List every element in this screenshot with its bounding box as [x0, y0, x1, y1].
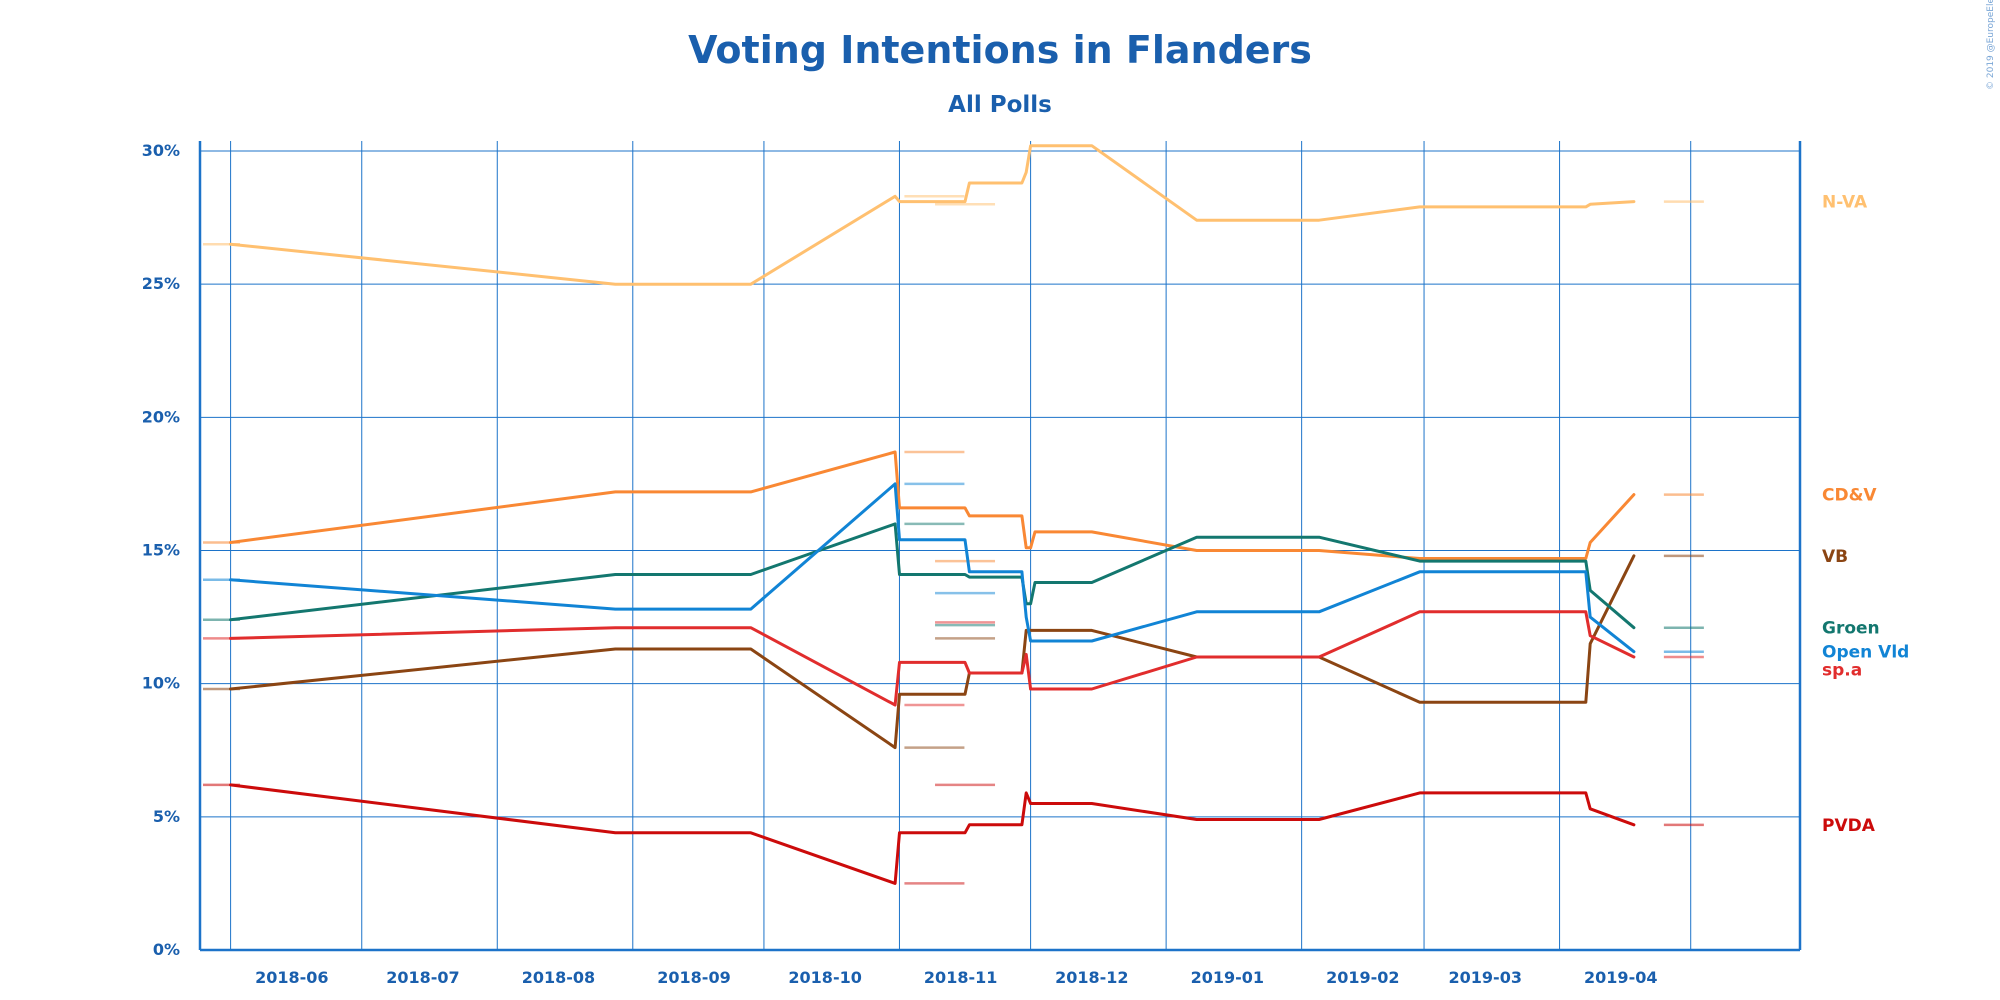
x-tick-label: 2018-06 — [255, 968, 328, 987]
y-tick-label: 15% — [142, 540, 180, 559]
y-tick-label: 25% — [142, 274, 180, 293]
y-tick-label: 0% — [153, 940, 180, 959]
legend-label-n-va: N-VA — [1822, 193, 1868, 213]
x-tick-label: 2018-10 — [788, 968, 861, 987]
series-line-sp-a — [229, 610, 1636, 707]
legend-label-pvda: PVDA — [1822, 816, 1876, 836]
series-line-open-vld — [229, 482, 1636, 654]
x-tick-label: 2018-09 — [657, 968, 730, 987]
axes: 0% 5% 10% 15% 20% 25% 30% 2018-06 2018-07 2018-08… — [142, 141, 1802, 987]
series-lines — [203, 144, 1704, 885]
legend-label-open-vld: Open Vld — [1822, 643, 1909, 663]
x-tick-label: 2018-11 — [924, 968, 997, 987]
series-line-pvda — [229, 783, 1636, 885]
y-tick-label: 20% — [142, 407, 180, 426]
legend-label-vb: VB — [1822, 547, 1848, 567]
chart-subtitle: All Polls — [948, 92, 1052, 118]
y-tick-label: 30% — [142, 141, 180, 160]
y-tick-label: 5% — [153, 807, 180, 826]
x-tick-label: 2018-12 — [1055, 968, 1128, 987]
series-line-groen — [229, 522, 1636, 630]
chart-title: Voting Intentions in Flanders — [688, 28, 1312, 72]
x-tick-label: 2018-07 — [386, 968, 459, 987]
series-line-cd-v — [229, 450, 1636, 560]
x-tick-label: 2019-03 — [1449, 968, 1522, 987]
y-tick-label: 10% — [142, 674, 180, 693]
x-tick-label: 2019-02 — [1326, 968, 1399, 987]
x-tick-label: 2019-04 — [1584, 968, 1657, 987]
x-tick-label: 2018-08 — [522, 968, 595, 987]
legend-label-sp-a: sp.a — [1822, 661, 1862, 681]
legend-label-groen: Groen — [1822, 619, 1880, 639]
legend-label-cd-v: CD&V — [1822, 486, 1877, 506]
copyright-notice: © 2019 @EuropeElects — [1986, 0, 1996, 90]
series-line-n-va — [229, 144, 1636, 286]
x-tick-label: 2019-01 — [1191, 968, 1264, 987]
